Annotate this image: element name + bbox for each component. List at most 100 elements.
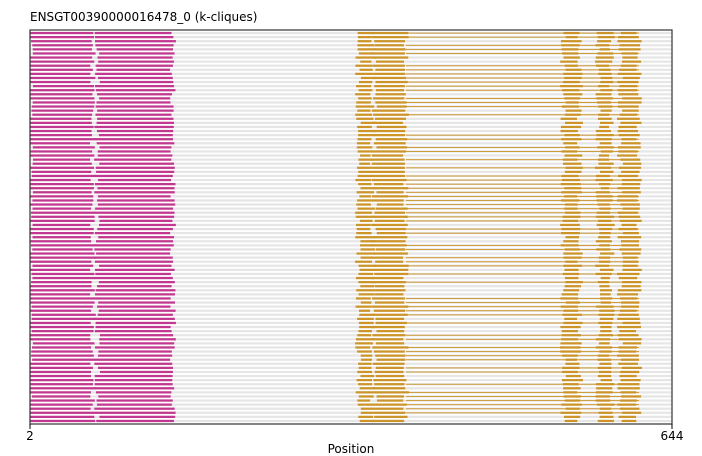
clique-2-segment	[375, 207, 408, 210]
clique-2-segment	[619, 374, 637, 378]
clique-1-segment	[99, 415, 176, 418]
clique-2-segment	[371, 52, 405, 55]
clique-1-segment	[30, 362, 91, 365]
clique-1-segment	[94, 411, 176, 414]
clique-1-segment	[30, 407, 91, 410]
clique-2-segment	[560, 223, 580, 227]
clique-1-segment	[30, 374, 91, 378]
clique-1-segment	[95, 166, 175, 169]
row-gap-bar	[30, 281, 672, 284]
row-gap-bar	[30, 109, 672, 112]
clique-1-segment	[94, 407, 175, 410]
row-gap-bar	[30, 293, 672, 296]
clique-1-segment	[32, 264, 94, 267]
row-gap-bar	[30, 44, 672, 47]
clique-2-segment	[375, 289, 406, 292]
clique-2-link	[406, 249, 639, 250]
clique-2-segment	[599, 285, 610, 288]
clique-2-segment	[358, 309, 371, 312]
row-gap-bar	[30, 121, 672, 124]
clique-1-segment	[94, 256, 173, 259]
clique-2-segment	[358, 362, 372, 365]
clique-2-segment	[360, 240, 376, 243]
clique-2-segment	[598, 342, 610, 345]
clique-2-segment	[622, 56, 638, 59]
clique-1-segment	[31, 170, 92, 173]
clique-2-segment	[600, 170, 614, 173]
clique-2-segment	[374, 285, 405, 288]
clique-1-segment	[32, 342, 95, 345]
clique-2-link	[406, 85, 639, 87]
clique-2-link	[406, 175, 639, 177]
row-gap-bar	[30, 317, 672, 320]
clique-1-segment	[96, 142, 175, 145]
row-gap-bar	[30, 93, 672, 96]
clique-1-segment	[30, 125, 94, 129]
row-gap-bar	[30, 72, 672, 75]
clique-2-segment	[359, 325, 375, 329]
clique-2-segment	[360, 60, 372, 63]
clique-1-segment	[30, 379, 94, 382]
clique-1-segment	[30, 134, 92, 137]
clique-1-segment	[31, 395, 91, 398]
row-gap-bar	[30, 129, 672, 133]
clique-2-segment	[371, 240, 406, 243]
row-gap-bar	[30, 162, 672, 165]
clique-1-segment	[30, 60, 95, 63]
clique-2-link	[406, 396, 639, 397]
clique-2-segment	[560, 342, 582, 345]
clique-2-segment	[600, 121, 614, 124]
row-gap-bar	[30, 403, 672, 406]
clique-2-segment	[618, 276, 638, 280]
clique-1-segment	[94, 374, 173, 378]
clique-2-segment	[595, 93, 612, 96]
clique-1-segment	[32, 101, 95, 104]
clique-2-link	[406, 183, 639, 185]
clique-2-segment	[564, 419, 578, 423]
clique-2-segment	[372, 411, 406, 414]
clique-2-segment	[564, 276, 579, 280]
clique-2-segment	[356, 227, 371, 231]
clique-2-segment	[357, 317, 374, 320]
clique-2-segment	[564, 154, 583, 157]
clique-1-segment	[94, 387, 175, 390]
clique-1-segment	[30, 415, 95, 418]
clique-2-segment	[356, 191, 374, 194]
clique-1-segment	[98, 236, 175, 239]
clique-2-link	[406, 257, 639, 259]
clique-2-segment	[371, 31, 409, 35]
clique-2-segment	[359, 419, 375, 423]
row-gap-bar	[30, 117, 672, 120]
row-gap-bar	[30, 76, 672, 80]
clique-2-link	[406, 36, 639, 38]
row-gap-bar	[30, 391, 672, 394]
clique-2-segment	[617, 387, 640, 390]
clique-1-segment	[30, 203, 93, 206]
clique-1-segment	[94, 232, 171, 235]
row-gap-bar	[30, 170, 672, 173]
row-gap-bar	[30, 301, 672, 304]
clique-2-segment	[373, 97, 405, 100]
clique-2-segment	[358, 321, 374, 325]
clique-2-segment	[371, 419, 405, 423]
clique-1-segment	[30, 129, 92, 133]
clique-2-segment	[373, 309, 406, 312]
clique-2-segment	[357, 138, 372, 141]
clique-1-segment	[30, 195, 94, 198]
clique-2-segment	[600, 109, 612, 112]
clique-2-segment	[617, 293, 639, 296]
clique-1-segment	[95, 325, 171, 329]
clique-1-segment	[95, 40, 176, 43]
clique-2-segment	[375, 366, 404, 369]
row-gap-bar	[30, 240, 672, 243]
clique-2-segment	[622, 162, 642, 165]
clique-1-segment	[97, 199, 175, 202]
clique-2-segment	[360, 154, 371, 157]
clique-1-segment	[95, 268, 175, 271]
row-gap-bar	[30, 40, 672, 43]
clique-1-segment	[96, 399, 173, 402]
clique-1-segment	[98, 178, 172, 182]
clique-2-segment	[599, 268, 614, 271]
clique-1-segment	[30, 76, 96, 80]
row-gap-bar	[30, 101, 672, 104]
